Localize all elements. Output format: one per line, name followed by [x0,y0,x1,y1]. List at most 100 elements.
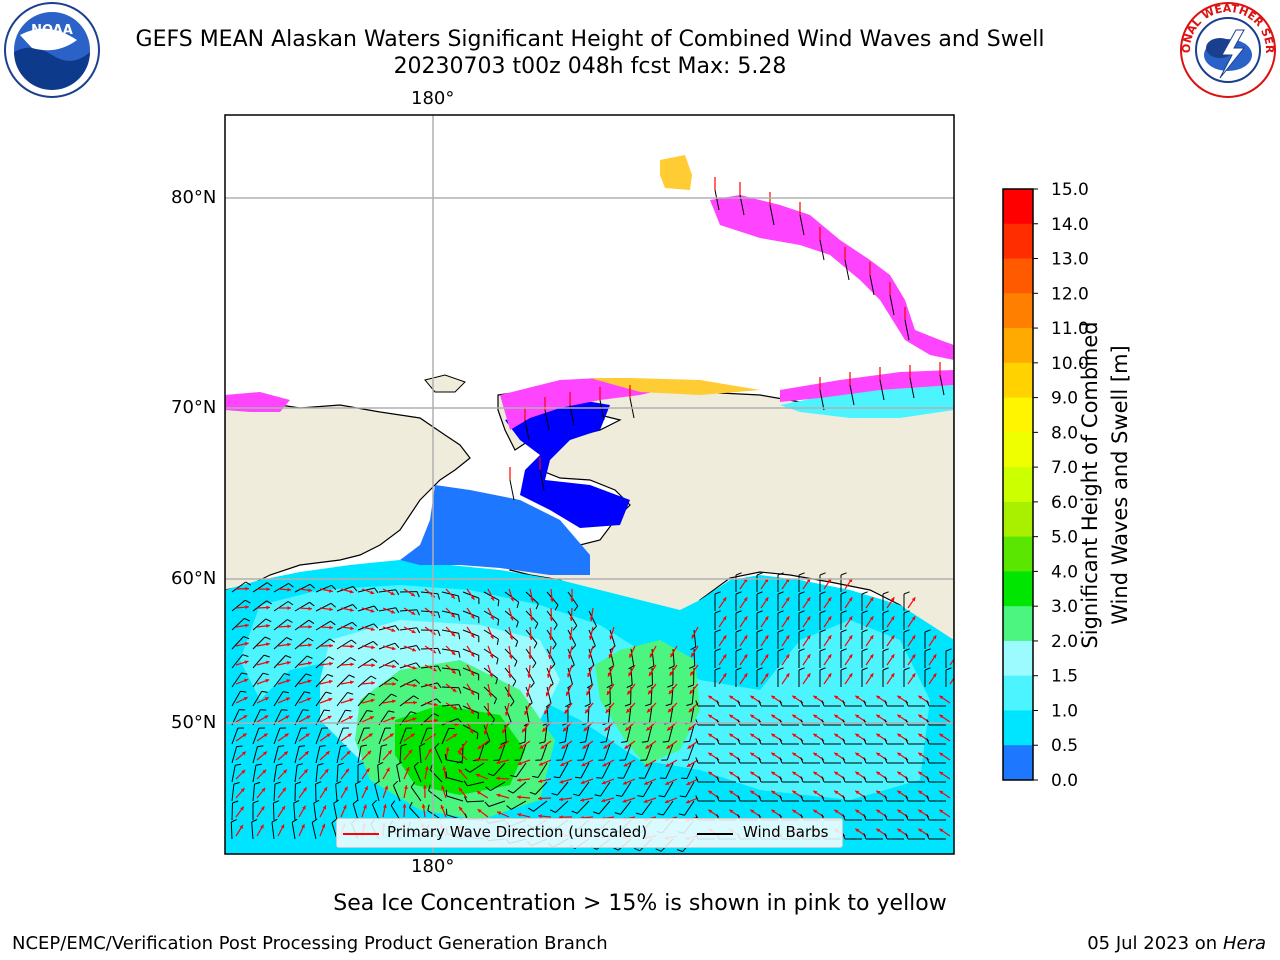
wind-barb-flag [436,698,442,704]
wind-barb-flag [924,667,931,671]
wind-barb [315,674,328,688]
wave-direction-arrowhead [411,629,416,633]
wind-barb-flag [903,648,910,652]
wind-barb-flag [413,695,419,700]
wind-barb [582,743,590,761]
wave-direction-arrowhead [303,787,307,792]
wave-direction-arrowhead [559,797,563,802]
wind-barb-flag [690,646,697,651]
wave-direction-arrowhead [322,805,326,810]
wave-direction-arrowhead [440,805,445,809]
wind-barb [273,582,289,593]
wave-direction-arrowhead [329,661,333,666]
wind-barb [378,693,392,707]
wind-barb-flag [281,709,288,711]
wave-direction-arrowhead [568,654,572,659]
wave-direction-arrowhead [433,685,438,690]
wind-barb-flag [282,691,289,694]
wave-direction-arrowhead [350,644,354,649]
wind-barb [252,618,267,631]
wind-barb [273,783,276,802]
wave-direction-arrowhead [580,780,585,784]
wind-barb-flag [758,757,762,764]
wave-direction-arrowhead [686,763,691,767]
wind-barb-flag [593,811,600,815]
colorbar: 15.0 14.0 13.0 12.0 11.0 10.0 9.0 8.0 7.0 6.0 5.0 4… [1002,180,1089,791]
wind-barb-flag [372,641,378,646]
wind-barb-flag [374,780,380,785]
wave-direction-arrowhead [792,752,797,757]
wind-barb [488,800,506,807]
wind-barb-flag [315,781,322,785]
wave-direction-arrowhead [260,806,265,811]
wind-barb-flag [905,719,909,726]
wind-barb-flag [863,833,867,840]
wind-barb [336,727,344,745]
wave-direction-arrowhead [897,790,902,795]
wave-field-strait-blue [505,400,630,528]
wind-barb-flag [863,757,867,764]
wave-direction-arrowhead [570,598,574,602]
wave-direction-arrowhead [918,809,923,814]
wind-barb-flag [392,676,399,682]
wind-barb-flag [394,625,400,631]
lon-label-top: 180° [411,88,455,109]
wind-barb [252,727,260,745]
wind-barb [609,629,616,647]
wind-barb-flag [305,673,312,677]
wind-barb-flag [485,786,491,791]
wind-barb-flag [241,672,248,675]
wind-barb [609,648,615,666]
wave-direction-arrowhead [932,673,937,678]
wind-barb-flag [648,665,655,670]
wave-direction-arrowhead [855,733,860,738]
wave-direction-arrowhead [918,771,923,776]
wind-barb-flag [573,793,580,797]
wind-barb-flag [534,623,539,629]
wave-direction-arrowhead [667,726,672,731]
wind-barb-flag [573,605,579,612]
wave-direction-arrowhead [806,673,811,678]
wind-barb-flag [506,805,512,810]
wave-direction-arrowhead [413,700,417,705]
wave-direction-arrowhead [813,771,818,776]
wave-direction-arrowhead [585,709,589,714]
wave-direction-arrowhead [771,733,776,738]
wave-direction-arrowhead [392,699,396,704]
wind-barb [466,800,485,803]
wave-direction-arrowhead [280,824,285,829]
wind-barb-flag [686,703,693,706]
wave-direction-arrowhead [601,798,606,803]
wave-direction-arrowhead [602,762,607,767]
wind-barb [315,602,332,612]
wind-barb-flag [714,667,721,671]
wave-direction-arrowhead [911,635,916,640]
wind-barb-flag [615,794,622,797]
wind-barb-flag [819,610,826,614]
wind-barb [252,672,264,688]
wave-direction-arrowhead [792,809,797,814]
wind-barb-flag [689,665,695,669]
wave-direction-arrowhead [350,662,354,667]
wave-direction-arrowhead [750,714,755,719]
wave-direction-arrowhead [785,673,790,678]
wind-barb-flag [800,700,804,707]
wind-barb [293,802,296,821]
wind-barb-flag [257,745,264,748]
wave-direction-arrowhead [687,745,692,749]
wind-barb [336,746,341,764]
wave-direction-arrowhead [470,691,474,695]
wind-barb [429,769,443,783]
wind-barb [512,781,527,794]
wave-direction-arrowhead [785,635,790,640]
wave-direction-arrowhead [370,627,375,631]
wind-barb [469,762,485,773]
wave-direction-arrowhead [764,635,769,640]
wind-barb-flag [777,572,784,576]
wind-barb [252,636,266,650]
wind-barb-flag [571,810,578,814]
wind-barb-flag [779,795,783,802]
wind-barb-flag [842,738,846,745]
wind-barb [556,781,569,796]
wind-barb-flag [516,601,520,609]
